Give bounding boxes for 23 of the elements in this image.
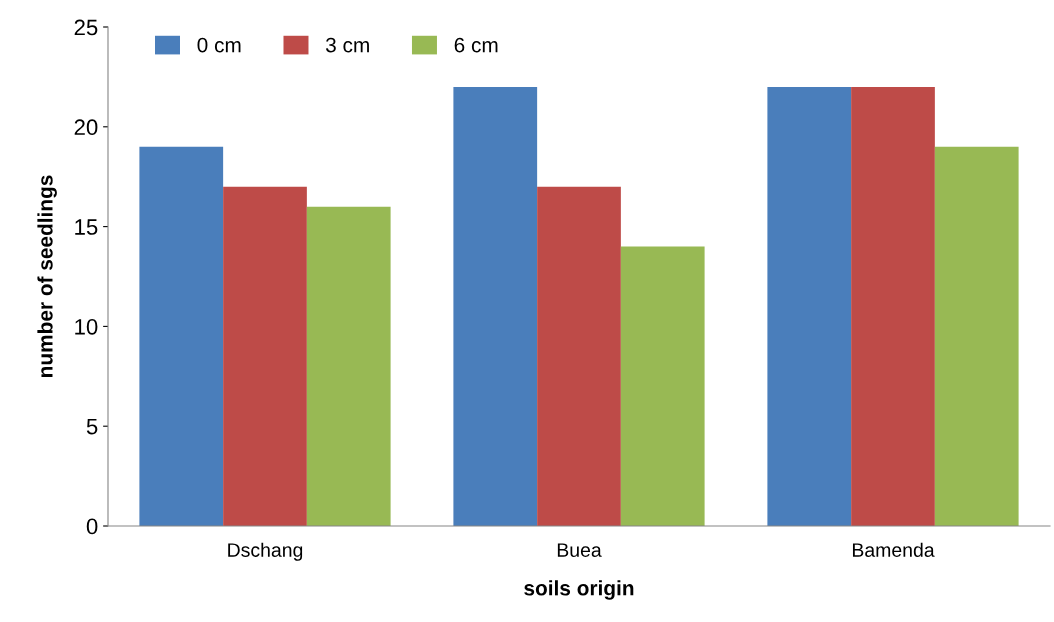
y-tick-label: 20 xyxy=(74,119,98,136)
bar xyxy=(453,86,538,526)
x-tick-label: Dschang xyxy=(228,542,303,561)
bar xyxy=(620,246,705,526)
y-tick-label: 25 xyxy=(74,19,98,36)
y-axis-title: number of seedlings xyxy=(37,175,57,377)
x-tick-label: Buea xyxy=(557,543,602,557)
bar xyxy=(767,86,852,526)
y-tick-label: 5 xyxy=(86,418,98,435)
bar xyxy=(139,146,224,526)
y-tick-label: 0 xyxy=(86,518,98,535)
y-tick-label: 15 xyxy=(75,219,98,235)
x-tick-label: Bamenda xyxy=(852,542,935,557)
x-axis-title: soils origin xyxy=(524,580,634,600)
bar xyxy=(223,186,307,526)
legend-label: 0 cm xyxy=(197,37,241,53)
bar xyxy=(537,186,621,526)
bar xyxy=(934,146,1019,526)
bar xyxy=(306,206,391,526)
legend-label: 3 cm xyxy=(325,37,369,53)
legend-label: 6 cm xyxy=(454,37,498,53)
bar xyxy=(851,86,935,526)
y-tick-label: 10 xyxy=(75,318,98,335)
